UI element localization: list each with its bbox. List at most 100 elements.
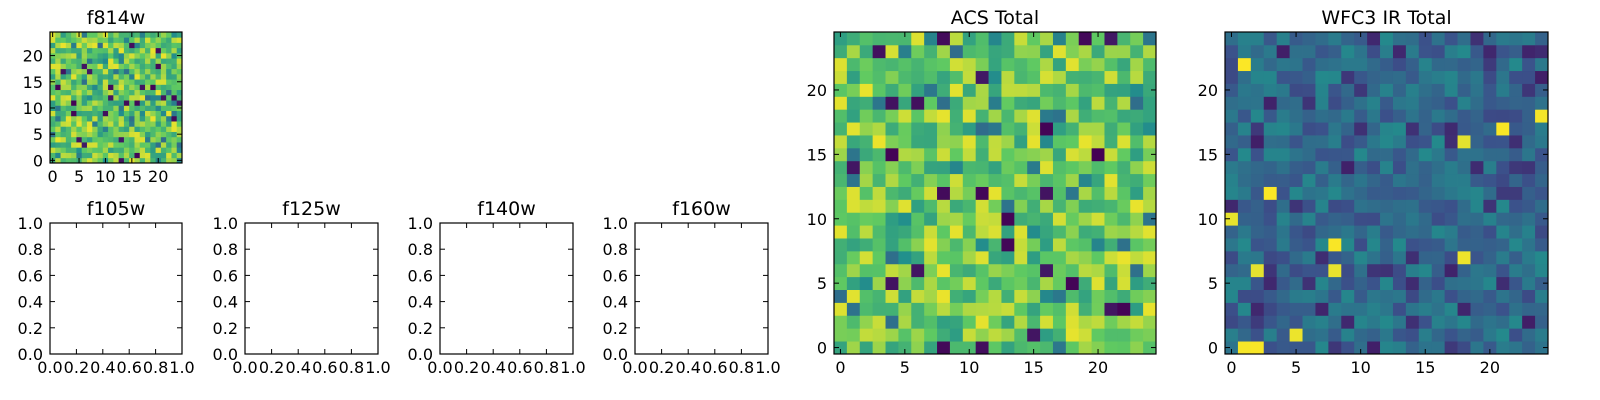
heatmap-cell [885, 212, 899, 226]
heatmap-cell [150, 89, 156, 96]
heatmap-cell [1328, 199, 1342, 213]
heatmap-cell [118, 157, 125, 164]
x-tick-label: 10 [959, 358, 979, 377]
heatmap-cell [1014, 289, 1028, 303]
heatmap-cell [1341, 263, 1355, 278]
heatmap-cell [872, 96, 886, 110]
heatmap-cell [1522, 44, 1536, 59]
heatmap-cell [872, 147, 886, 162]
heatmap-cell [171, 157, 178, 164]
heatmap-cell [1405, 250, 1420, 265]
heatmap-cell [145, 47, 151, 54]
heatmap-cell [86, 68, 93, 75]
heatmap-cell [76, 89, 83, 96]
heatmap-cell [71, 79, 77, 85]
heatmap-cell [1380, 250, 1394, 265]
heatmap-cell [1027, 315, 1041, 329]
heatmap-cell [962, 147, 977, 162]
x-tick-label: 0.6 [312, 358, 337, 377]
heatmap-cell [118, 152, 125, 159]
heatmap-cell [145, 94, 151, 101]
heatmap-cell [1418, 212, 1433, 226]
heatmap-cell [885, 173, 899, 187]
heatmap-cell [1065, 122, 1080, 136]
heatmap-cell [885, 122, 899, 136]
heatmap-cell [962, 83, 977, 97]
heatmap-cell [108, 42, 114, 49]
heatmap-cell [160, 110, 167, 117]
heatmap-cell [1289, 186, 1303, 200]
heatmap-cell [139, 68, 146, 75]
heatmap-cell [1078, 328, 1092, 342]
heatmap-cell [171, 68, 178, 75]
heatmap-cell [1405, 186, 1420, 200]
heatmap-cell [55, 58, 61, 64]
heatmap-cell [145, 84, 151, 91]
heatmap-cell [113, 52, 120, 59]
heatmap-cell [139, 100, 146, 106]
heatmap-cell [1078, 238, 1092, 252]
heatmap-cell [859, 199, 874, 213]
heatmap-cell [118, 121, 125, 127]
heatmap-cell [1470, 186, 1484, 200]
heatmap-cell [76, 121, 83, 127]
heatmap-cell [171, 100, 178, 106]
heatmap-cell [1405, 276, 1420, 290]
heatmap-cell [1040, 186, 1054, 200]
heatmap-cell [1276, 328, 1290, 342]
heatmap-cell [1130, 199, 1144, 213]
heatmap-cell [1289, 341, 1303, 355]
heatmap-cell [118, 84, 125, 91]
heatmap-cell [1078, 276, 1092, 290]
heatmap-cell [975, 289, 989, 303]
heatmap-cell [1380, 328, 1394, 342]
heatmap-cell [166, 147, 172, 153]
heatmap-cell [872, 212, 886, 226]
heatmap-cell [988, 263, 1002, 278]
heatmap-cell [1496, 135, 1510, 149]
heatmap-cell [1380, 70, 1394, 84]
heatmap-cell [898, 109, 912, 123]
heatmap-cell [1367, 263, 1381, 278]
heatmap-cell [145, 105, 151, 111]
heatmap-cell [872, 173, 886, 187]
heatmap-cell [949, 302, 964, 316]
heatmap-cell [76, 47, 83, 54]
heatmap-cell [1027, 212, 1041, 226]
heatmap-cell [988, 238, 1002, 252]
heatmap-cell [962, 276, 977, 290]
x-tick-label: 0.0 [37, 358, 62, 377]
heatmap-cell [108, 32, 114, 38]
heatmap-cell [1263, 109, 1278, 123]
heatmap-cell [988, 250, 1002, 265]
heatmap-cell [60, 131, 67, 138]
heatmap-cell [118, 115, 125, 122]
heatmap-cell [1405, 199, 1420, 213]
heatmap-cell [846, 147, 861, 162]
heatmap-cell [108, 73, 114, 80]
heatmap-cell [1237, 160, 1252, 175]
heatmap-cell [1302, 173, 1316, 187]
heatmap-cell [1263, 96, 1278, 110]
heatmap-cell [924, 160, 938, 175]
heatmap-cell [160, 126, 167, 132]
heatmap-cell [988, 302, 1002, 316]
heatmap-cell [71, 110, 77, 117]
heatmap-cell [1380, 44, 1394, 59]
heatmap-cell [937, 96, 951, 110]
panel-title: ACS Total [951, 7, 1039, 29]
heatmap-cell [1483, 122, 1497, 136]
heatmap-cell [108, 131, 114, 138]
heatmap-cell [113, 115, 120, 122]
heatmap-cell [76, 147, 83, 153]
heatmap-cell [885, 341, 899, 355]
heatmap-cell [134, 63, 141, 70]
heatmap-cell [1117, 225, 1131, 239]
heatmap-cell [86, 52, 93, 59]
heatmap-cell [1509, 57, 1523, 72]
heatmap-cell [1418, 44, 1433, 59]
heatmap-cell [1457, 289, 1471, 303]
y-tick-label: 0.8 [408, 240, 433, 259]
heatmap-cell [1065, 315, 1080, 329]
heatmap-cell [50, 68, 56, 75]
